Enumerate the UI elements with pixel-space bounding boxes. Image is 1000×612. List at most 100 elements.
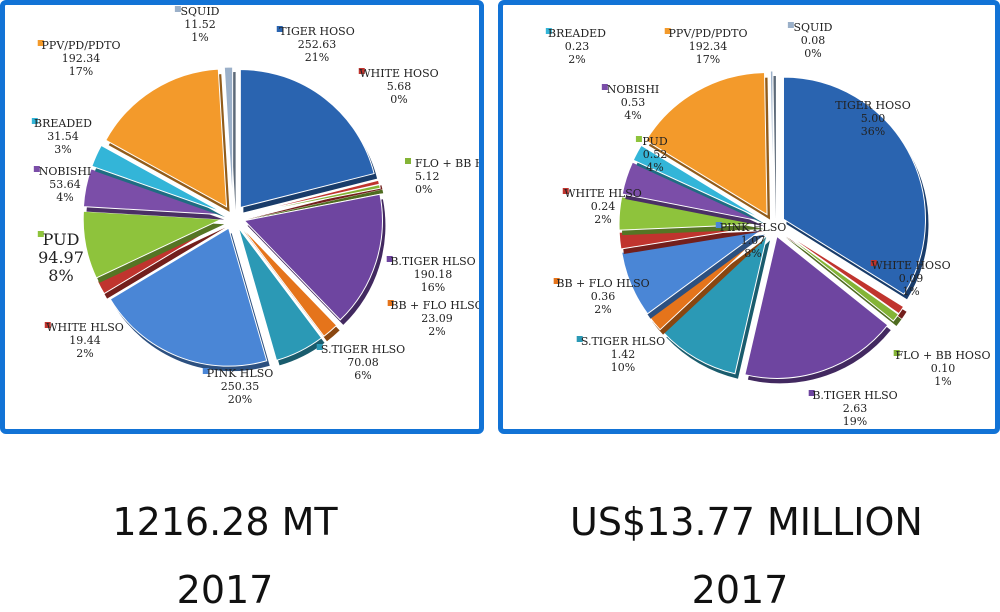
slice-name: S.TIGER HLSO	[321, 343, 405, 356]
left-slice-bb-flo-hlso	[240, 225, 338, 337]
slice-value: 0.53	[621, 96, 646, 109]
slice-name: WHITE HOSO	[359, 67, 438, 80]
right-slice-shadow-squid	[773, 76, 776, 219]
slice-name: PINK HLSO	[720, 221, 787, 234]
legend-swatch	[715, 222, 722, 228]
slice-percent: 4%	[56, 191, 73, 204]
slice-value: 11.52	[184, 18, 216, 31]
legend-swatch	[316, 344, 323, 350]
slice-value: 5.00	[861, 112, 886, 125]
slice-name: FLO + BB HOSO	[415, 157, 479, 170]
slice-value: 0.24	[591, 200, 616, 213]
legend-swatch	[37, 40, 44, 46]
slice-name: S.TIGER HLSO	[581, 335, 665, 348]
slice-value: 1.07	[741, 234, 766, 247]
slice-name: WHITE HOSO	[871, 259, 950, 272]
slice-name: NOBISHI	[39, 165, 92, 178]
legend-swatch	[386, 256, 393, 262]
left-slice-s-tiger-hlso	[237, 227, 323, 361]
slice-value: 0.09	[899, 272, 924, 285]
slice-value: 192.34	[62, 52, 101, 65]
legend-swatch	[635, 136, 642, 142]
slice-value: 1.42	[611, 348, 636, 361]
legend-swatch	[44, 322, 51, 328]
left-slice-squid	[223, 66, 234, 206]
legend-swatch	[787, 22, 794, 28]
slice-percent: 1%	[934, 375, 951, 388]
slice-percent: 17%	[696, 53, 720, 66]
slice-percent: 3%	[54, 143, 71, 156]
legend-swatch	[202, 368, 209, 374]
slice-percent: 21%	[305, 51, 329, 64]
right-slice-ppv-pd-pdto	[645, 72, 768, 216]
slice-percent: 0%	[415, 183, 432, 196]
slice-value: 5.12	[415, 170, 440, 183]
left-chart-panel: TIGER HOSO 252.63 21% WHITE HOSO 5.68 0% FLO +…	[0, 0, 484, 434]
slice-percent: 10%	[611, 361, 635, 374]
slice-value: 192.34	[689, 40, 728, 53]
slice-value: 252.63	[298, 38, 337, 51]
slice-name: SQUID	[794, 21, 833, 34]
left-total-caption: 1216.28 MT	[112, 500, 338, 544]
slice-name: PUD	[642, 135, 667, 148]
slice-percent: 36%	[861, 125, 885, 138]
legend-swatch	[37, 231, 44, 237]
legend-swatch	[832, 100, 839, 106]
slice-percent: 2%	[568, 53, 585, 66]
right-pie-slices	[618, 70, 929, 384]
slice-percent: 19%	[843, 415, 867, 428]
slice-value: 0.08	[801, 34, 826, 47]
slice-name: B.TIGER HLSO	[390, 255, 475, 268]
right-slice-pink-hlso	[621, 229, 763, 315]
left-slice-flo-bb-hoso	[244, 183, 381, 216]
legend-swatch	[870, 260, 877, 266]
left-slice-shadow-white-hlso	[100, 227, 226, 299]
legend-swatch	[387, 300, 394, 306]
left-slice-tiger-hoso	[239, 69, 375, 209]
slice-value: 70.08	[347, 356, 379, 369]
slice-value: 250.35	[221, 380, 260, 393]
slice-percent: 0%	[390, 93, 407, 106]
slice-percent: 8%	[48, 266, 73, 285]
legend-swatch	[808, 390, 815, 396]
slice-value: 19.44	[69, 334, 101, 347]
right-slice-squid	[769, 70, 774, 214]
legend-swatch	[545, 28, 552, 34]
slice-name: NOBISHI	[607, 83, 660, 96]
slice-name: FLO + BB HOSO	[896, 349, 991, 362]
slice-value: 0.36	[591, 290, 616, 303]
left-year-caption: 2017	[176, 568, 274, 612]
legend-swatch	[276, 26, 283, 32]
left-slice-shadow-flo-bb-hoso	[247, 189, 384, 220]
left-slice-pud	[82, 210, 222, 279]
right-year-caption: 2017	[691, 568, 789, 612]
right-slice-flo-bb-hoso	[782, 231, 900, 322]
slice-name: SQUID	[181, 5, 220, 18]
right-slice-white-hoso	[782, 231, 905, 315]
slice-value: 2.63	[843, 402, 868, 415]
slice-name: B.TIGER HLSO	[812, 389, 897, 402]
slice-name: WHITE HLSO	[564, 187, 642, 200]
left-slice-white-hlso	[96, 222, 223, 295]
right-slice-breaded	[632, 144, 763, 220]
legend-swatch	[405, 158, 411, 164]
slice-name: PUD	[43, 230, 80, 249]
slice-percent: 1%	[191, 31, 208, 44]
slice-percent: 6%	[354, 369, 371, 382]
slice-name: BB + FLO HLSO	[390, 299, 479, 312]
legend-swatch	[174, 6, 181, 12]
